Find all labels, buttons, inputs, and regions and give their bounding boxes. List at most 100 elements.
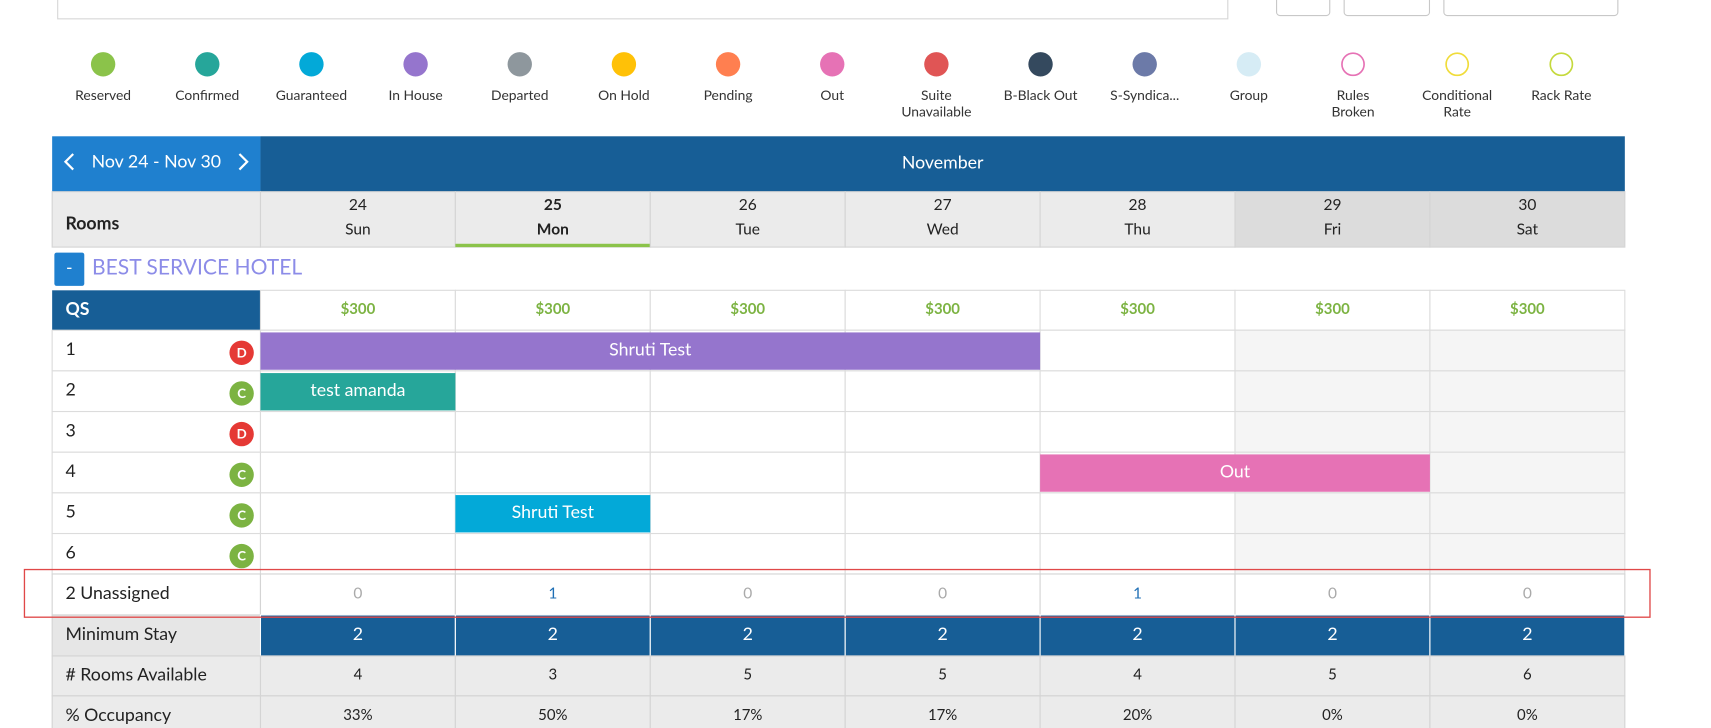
booking-bar[interactable] <box>260 373 456 411</box>
booking-label: Shruti Test <box>512 501 595 522</box>
day-cell[interactable] <box>844 451 1041 494</box>
legend-label: Suite <box>921 86 952 103</box>
price-cell <box>844 289 1041 331</box>
room-type-header <box>52 290 261 331</box>
unassigned-value: 1 <box>1133 584 1142 602</box>
day-name: Fri <box>1324 220 1341 238</box>
day-cell[interactable] <box>1039 492 1236 535</box>
min_stay-cell <box>1234 614 1431 657</box>
unassigned-value: 1 <box>548 584 557 602</box>
day-cell[interactable] <box>844 492 1041 535</box>
price: $300 <box>1315 300 1350 318</box>
day-cell[interactable] <box>844 532 1041 575</box>
day-cell[interactable] <box>1429 532 1626 575</box>
price-cell <box>259 289 456 331</box>
booking-bar[interactable] <box>260 332 1041 370</box>
day-cell[interactable] <box>844 370 1041 413</box>
booking-bar[interactable] <box>455 495 651 533</box>
min_stay-label: Minimum Stay <box>65 623 177 644</box>
day-cell[interactable] <box>1234 370 1431 413</box>
day-cell[interactable] <box>1429 370 1626 413</box>
price: $300 <box>341 300 376 318</box>
legend-label: Rate <box>1443 103 1471 120</box>
unassigned-label: 2 Unassigned <box>65 582 169 603</box>
day-cell[interactable] <box>649 370 846 413</box>
room-number: 4 <box>65 460 75 481</box>
status-letter: C <box>237 507 246 523</box>
day-cell[interactable] <box>1429 451 1626 494</box>
booking-bar[interactable] <box>1040 454 1430 492</box>
min_stay-cell <box>1429 614 1626 657</box>
day-cell[interactable] <box>844 410 1041 453</box>
legend-dot <box>195 52 220 77</box>
prev-arrow[interactable] <box>63 153 74 171</box>
day-cell[interactable] <box>1039 532 1236 575</box>
day-number: 27 <box>934 196 952 214</box>
day-cell[interactable] <box>1234 492 1431 535</box>
legend-label: S-Syndica... <box>1110 86 1179 103</box>
month-header <box>260 136 1625 192</box>
day-cell[interactable] <box>649 451 846 494</box>
refresh-button[interactable] <box>1276 0 1331 17</box>
day-name: Mon <box>537 220 569 238</box>
room-number: 6 <box>65 541 75 562</box>
occupancy-value: 17% <box>733 706 762 724</box>
day-cell[interactable] <box>259 532 456 575</box>
legend-label: Unavailable <box>901 103 971 120</box>
collapse-button[interactable] <box>54 252 85 286</box>
day-cell[interactable] <box>1429 410 1626 453</box>
legend-label: B-Black Out <box>1004 86 1078 103</box>
day-header <box>1429 191 1626 248</box>
day-cell[interactable] <box>259 492 456 535</box>
legend-dot <box>1445 52 1470 77</box>
price: $300 <box>925 300 960 318</box>
day-cell[interactable] <box>259 410 456 453</box>
day-cell[interactable] <box>454 370 651 413</box>
unassigned-cell <box>844 573 1041 616</box>
legend-dot <box>1132 52 1157 77</box>
legend-dot <box>820 52 845 77</box>
day-cell[interactable] <box>649 492 846 535</box>
room-number: 3 <box>65 419 75 440</box>
day-cell[interactable] <box>1039 329 1236 372</box>
status-badge <box>229 421 254 447</box>
day-cell[interactable] <box>454 410 651 453</box>
legend-label: Pending <box>704 86 753 103</box>
legend-label: Group <box>1230 86 1268 103</box>
day-cell[interactable] <box>649 532 846 575</box>
day-cell[interactable] <box>1429 329 1626 372</box>
next-arrow[interactable] <box>238 153 249 171</box>
price-cell <box>454 289 651 331</box>
price: $300 <box>1510 300 1545 318</box>
day-cell[interactable] <box>1234 329 1431 372</box>
day-cell[interactable] <box>259 451 456 494</box>
day-number: 26 <box>739 196 757 214</box>
day-cell[interactable] <box>1039 370 1236 413</box>
unassigned-value: 0 <box>353 584 362 602</box>
day-cell[interactable] <box>1429 492 1626 535</box>
price: $300 <box>730 300 765 318</box>
status-letter: D <box>237 344 247 360</box>
date-search-box[interactable] <box>57 0 1229 20</box>
room-cell <box>51 370 262 413</box>
occupancy-cell <box>1039 695 1236 728</box>
legend-dot <box>1549 52 1574 77</box>
day-cell[interactable] <box>454 451 651 494</box>
toolbar-button[interactable] <box>1343 0 1431 17</box>
available-value: 5 <box>743 666 752 684</box>
unassigned-button[interactable] <box>1443 0 1619 17</box>
available-cell <box>1429 655 1626 697</box>
min_stay-cell <box>454 614 651 657</box>
day-cell[interactable] <box>649 410 846 453</box>
day-cell[interactable] <box>454 532 651 575</box>
occupancy-header <box>51 695 262 728</box>
day-cell[interactable] <box>1234 532 1431 575</box>
today-underline <box>455 243 651 248</box>
occupancy-label: % Occupancy <box>65 704 171 725</box>
min_stay-value: 2 <box>1327 623 1337 644</box>
legend-label: Broken <box>1331 103 1374 120</box>
day-cell[interactable] <box>1234 410 1431 453</box>
legend-label: On Hold <box>598 86 649 103</box>
day-cell[interactable] <box>1039 410 1236 453</box>
price-cell <box>1429 289 1626 331</box>
